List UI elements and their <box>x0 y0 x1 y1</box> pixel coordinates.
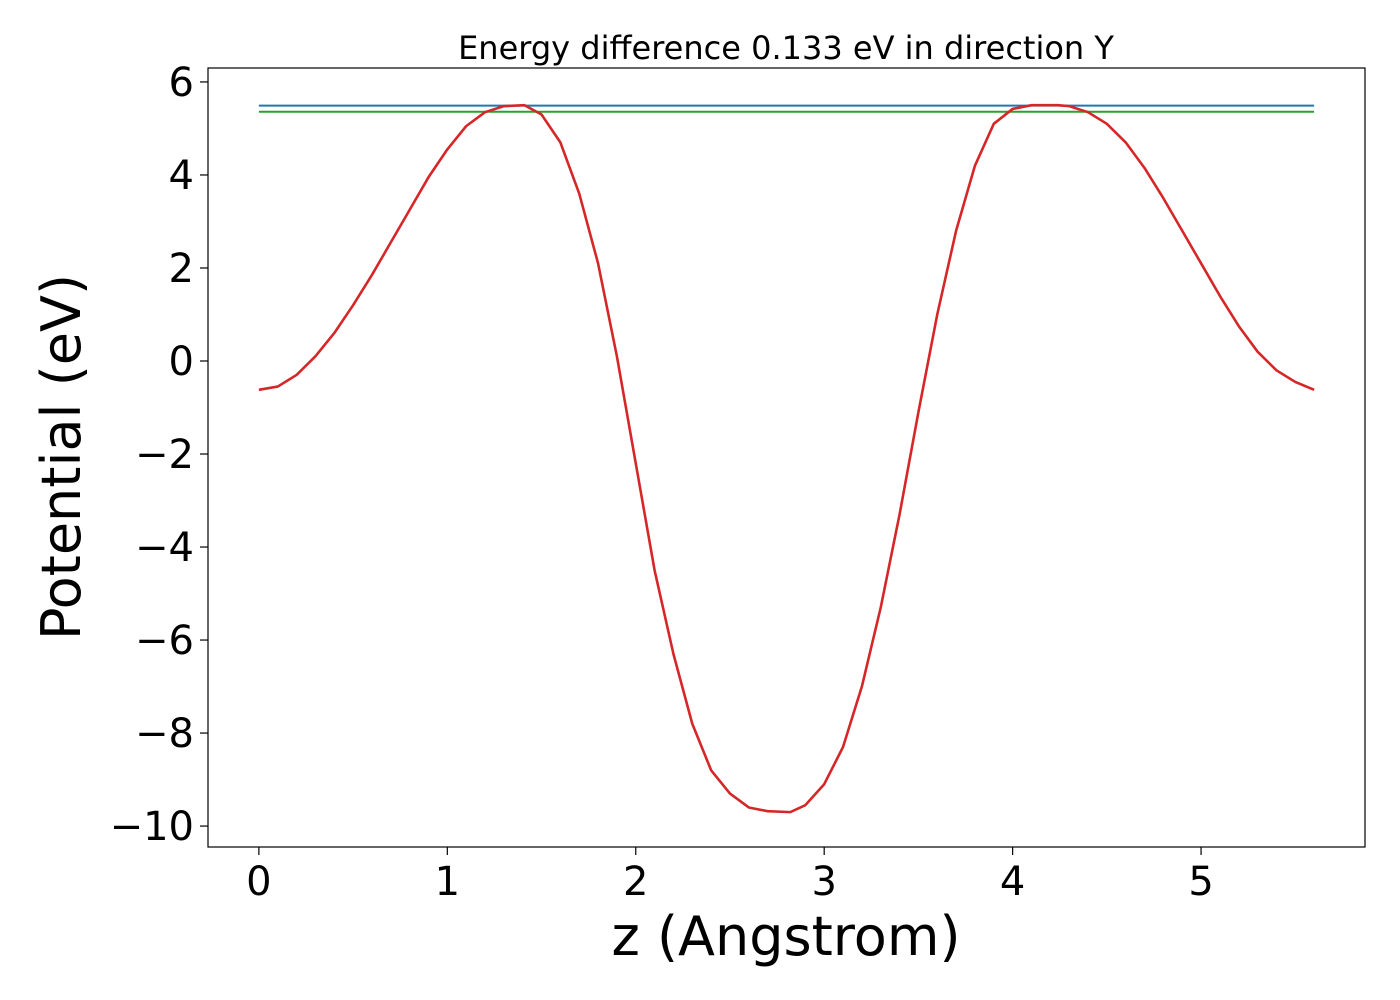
chart-title: Energy difference 0.133 eV in direction … <box>458 29 1114 67</box>
x-tick-label: 1 <box>435 859 460 905</box>
y-tick-label: −4 <box>135 525 194 571</box>
x-axis-ticks: 0 1 2 3 4 5 <box>246 847 1214 905</box>
x-tick-label: 0 <box>246 859 271 905</box>
x-tick-label: 2 <box>623 859 648 905</box>
y-tick-label: 4 <box>169 153 194 199</box>
series-line-3 <box>258 103 1315 814</box>
y-tick-label: 6 <box>169 60 194 106</box>
plot-frame <box>207 67 1366 848</box>
x-tick-label: 5 <box>1188 859 1213 905</box>
x-axis-label: z (Angstrom) <box>611 905 960 968</box>
y-tick-label: −8 <box>135 711 194 757</box>
y-tick-label: −6 <box>135 618 194 664</box>
y-tick-label: −10 <box>110 804 194 850</box>
x-tick-label: 3 <box>811 859 836 905</box>
y-axis-ticks: 6 4 2 0 −2 −4 −6 −8 −10 <box>110 60 208 850</box>
y-tick-label: −2 <box>135 432 194 478</box>
y-tick-label: 0 <box>169 339 194 385</box>
y-tick-label: 2 <box>169 246 194 292</box>
series-layer <box>258 103 1315 814</box>
x-tick-label: 4 <box>1000 859 1025 905</box>
y-axis-label: Potential (eV) <box>30 274 93 640</box>
